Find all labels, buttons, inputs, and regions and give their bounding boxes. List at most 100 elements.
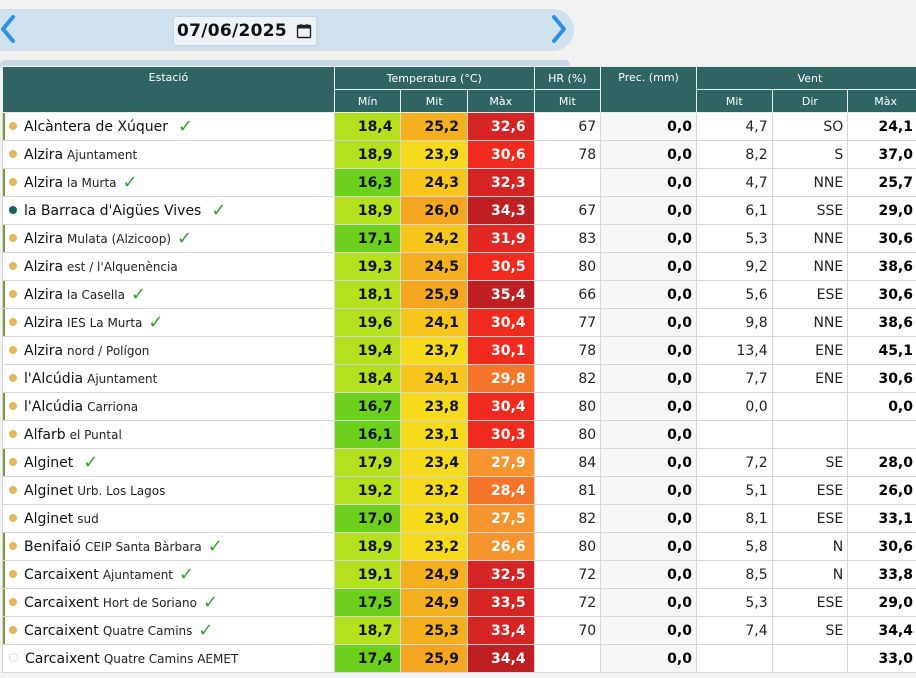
checkmark-icon: ✓ — [178, 115, 194, 137]
station-name[interactable]: l'Alcúdia — [24, 398, 84, 415]
temp-min-cell: 19,6 — [333, 308, 402, 337]
station-name[interactable]: Alzira — [24, 314, 64, 331]
station-name[interactable]: Alginet — [24, 482, 74, 499]
header-wind-dir[interactable]: Dir — [771, 89, 849, 113]
table-row[interactable]: Alzira est / l'Alquenència 19,3 24,5 30,5 80 0… — [2, 252, 916, 281]
header-wind-mit[interactable]: Mit — [695, 89, 773, 113]
temp-max-cell: 30,5 — [467, 252, 535, 281]
table-row[interactable]: Alginet sud 17,0 23,0 27,5 82 0,0 8,1 ESE 33,1 — [2, 504, 916, 533]
calendar-icon[interactable] — [296, 23, 312, 39]
station-name[interactable]: Benifaió — [24, 538, 81, 555]
station-status-dot — [9, 121, 17, 130]
station-name[interactable]: Alzira — [24, 146, 64, 163]
station-name[interactable]: Alcàntera de Xúquer — [24, 118, 169, 135]
table-row[interactable]: Carcaixent Hort de Soriano ✓ 17,5 24,9 33,5 72… — [2, 588, 916, 617]
station-status-dot — [9, 289, 17, 298]
header-temp-mit[interactable]: Mit — [400, 89, 468, 113]
station-cell[interactable]: Alginet ✓ — [2, 448, 335, 477]
station-cell[interactable]: Alzira la Murta ✓ — [2, 168, 335, 197]
wind-dir-cell: NNE — [771, 224, 849, 253]
table-row[interactable]: Alzira la Casella ✓ 18,1 25,9 35,4 66 0,0 5,6 ESE… — [2, 280, 916, 309]
humidity-cell: 67 — [533, 112, 602, 141]
table-row[interactable]: Alzira nord / Polígon 19,4 23,7 30,1 78 0,0 13,… — [2, 336, 916, 365]
station-cell[interactable]: l'Alcúdia Carriona — [2, 392, 335, 421]
table-row[interactable]: Alginet Urb. Los Lagos 19,2 23,2 28,4 81 0,0 5,… — [2, 476, 916, 505]
header-station[interactable]: Estació — [2, 66, 335, 113]
station-name[interactable]: Alzira — [24, 258, 64, 275]
station-cell[interactable]: Alzira Mulata (Alzicoop) ✓ — [2, 224, 335, 253]
table-row[interactable]: l'Alcúdia Ajuntament 18,4 24,1 29,8 82 0,0 7,7 E… — [2, 364, 916, 393]
precipitation-cell: 0,0 — [600, 560, 697, 589]
station-name[interactable]: Carcaixent — [24, 594, 99, 611]
station-name[interactable]: Alzira — [24, 342, 64, 359]
header-temperature[interactable]: Temperatura (°C) — [333, 66, 535, 90]
station-cell[interactable]: Benifaió CEIP Santa Bàrbara ✓ — [2, 532, 335, 561]
station-subname: Mulata (Alzicoop) — [67, 231, 172, 246]
table-row[interactable]: Carcaixent Ajuntament ✓ 19,1 24,9 32,5 72 0,0 8,… — [2, 560, 916, 589]
station-subname: la Murta — [67, 175, 117, 190]
station-name[interactable]: Alzira — [24, 174, 64, 191]
table-row[interactable]: Carcaixent Quatre Camins AEMET 17,4 25,9 34,… — [2, 644, 916, 673]
station-cell[interactable]: Alzira la Casella ✓ — [2, 280, 335, 309]
temp-max-cell: 30,1 — [467, 336, 535, 365]
wind-dir-cell: S — [771, 140, 849, 169]
wind-mit-cell: 5,3 — [695, 588, 773, 617]
station-cell[interactable]: Alfarb el Puntal — [2, 420, 335, 449]
station-cell[interactable]: l'Alcúdia Ajuntament — [2, 364, 335, 393]
table-row[interactable]: Benifaió CEIP Santa Bàrbara ✓ 18,9 23,2 26,6 8… — [2, 532, 916, 561]
station-cell[interactable]: Carcaixent Hort de Soriano ✓ — [2, 588, 335, 617]
station-name[interactable]: Carcaixent — [24, 566, 99, 583]
station-cell[interactable]: Alginet sud — [2, 504, 335, 533]
temp-min-cell: 17,0 — [333, 504, 402, 533]
station-status-dot — [9, 541, 17, 550]
station-name[interactable]: Alzira — [24, 230, 64, 247]
next-day-button[interactable] — [549, 12, 569, 46]
table-row[interactable]: Carcaixent Quatre Camins ✓ 18,7 25,3 33,4 70 0,… — [2, 616, 916, 645]
temp-max-cell: 34,4 — [467, 644, 535, 673]
table-row[interactable]: Alcàntera de Xúquer ✓ 18,4 25,2 32,6 67 0,0 4,7… — [2, 112, 916, 141]
header-wind-max[interactable]: Màx — [847, 89, 916, 113]
table-row[interactable]: Alzira la Murta ✓ 16,3 24,3 32,3 0,0 4,7 NNE 25,7 — [2, 168, 916, 197]
station-cell[interactable]: la Barraca d'Aigües Vives ✓ — [2, 196, 335, 225]
humidity-cell: 77 — [533, 308, 602, 337]
station-name[interactable]: Alfarb — [24, 426, 66, 443]
header-wind[interactable]: Vent — [695, 66, 916, 90]
table-row[interactable]: Alfarb el Puntal 16,1 23,1 30,3 80 0,0 — [2, 420, 916, 449]
station-cell[interactable]: Carcaixent Ajuntament ✓ — [2, 560, 335, 589]
station-name[interactable]: Alzira — [24, 286, 64, 303]
station-name[interactable]: Carcaixent — [25, 650, 100, 667]
station-cell[interactable]: Alginet Urb. Los Lagos — [2, 476, 335, 505]
station-cell[interactable]: Carcaixent Quatre Camins AEMET — [2, 644, 335, 673]
station-cell[interactable]: Alcàntera de Xúquer ✓ — [2, 112, 335, 141]
station-cell[interactable]: Alzira Ajuntament — [2, 140, 335, 169]
station-cell[interactable]: Alzira nord / Polígon — [2, 336, 335, 365]
chevron-right-icon — [552, 15, 566, 43]
wind-max-cell: 38,6 — [847, 252, 916, 281]
station-cell[interactable]: Carcaixent Quatre Camins ✓ — [2, 616, 335, 645]
table-row[interactable]: l'Alcúdia Carriona 16,7 23,8 30,4 80 0,0 0,0 0,0 — [2, 392, 916, 421]
prev-day-button[interactable] — [0, 12, 18, 46]
station-status-dot — [9, 149, 17, 158]
header-temp-min[interactable]: Mín — [333, 89, 402, 113]
table-row[interactable]: Alginet ✓ 17,9 23,4 27,9 84 0,0 7,2 SE 28,0 — [2, 448, 916, 477]
header-humidity[interactable]: HR (%) — [533, 66, 602, 90]
table-row[interactable]: Alzira Ajuntament 18,9 23,9 30,6 78 0,0 8,2 S 37,… — [2, 140, 916, 169]
header-precipitation[interactable]: Prec. (mm) — [600, 66, 697, 113]
station-name[interactable]: Alginet — [24, 510, 74, 527]
header-temp-max[interactable]: Màx — [467, 89, 535, 113]
temp-max-cell: 30,3 — [467, 420, 535, 449]
station-name[interactable]: Alginet — [24, 454, 74, 471]
station-name[interactable]: l'Alcúdia — [24, 370, 84, 387]
station-cell[interactable]: Alzira IES La Murta ✓ — [2, 308, 335, 337]
wind-mit-cell: 13,4 — [695, 336, 773, 365]
station-name[interactable]: Carcaixent — [24, 622, 99, 639]
station-cell[interactable]: Alzira est / l'Alquenència — [2, 252, 335, 281]
date-input[interactable]: 07/06/2025 — [173, 16, 317, 46]
table-row[interactable]: la Barraca d'Aigües Vives ✓ 18,9 26,0 34,3 67… — [2, 196, 916, 225]
table-row[interactable]: Alzira IES La Murta ✓ 19,6 24,1 30,4 77 0,0 9,8 N… — [2, 308, 916, 337]
station-name[interactable]: la Barraca d'Aigües Vives — [24, 202, 202, 219]
temp-mit-cell: 23,1 — [400, 420, 468, 449]
table-row[interactable]: Alzira Mulata (Alzicoop) ✓ 17,1 24,2 31,9 83 0,… — [2, 224, 916, 253]
header-hr-mit[interactable]: Mit — [533, 89, 602, 113]
station-status-dot — [9, 261, 17, 270]
